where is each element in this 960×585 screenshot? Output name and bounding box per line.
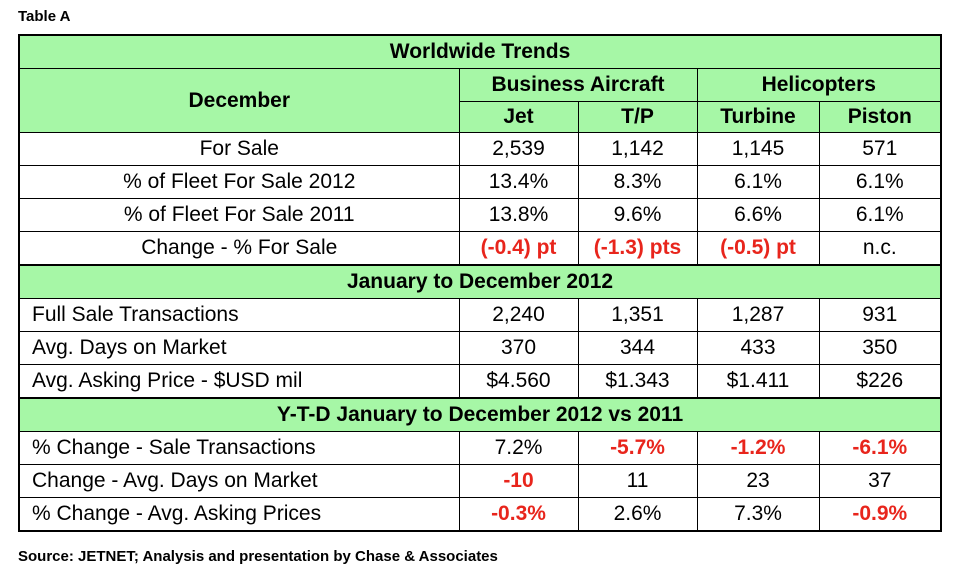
- cell-value: 13.4%: [458, 165, 579, 199]
- table-row: Avg. Days on Market 370 344 433 350: [18, 331, 942, 365]
- cell-value: $1.411: [696, 364, 820, 399]
- table-title: Worldwide Trends: [18, 34, 942, 69]
- cell-value: 571: [818, 132, 942, 166]
- row-label: Full Sale Transactions: [18, 298, 460, 332]
- cell-value-negative: -10: [458, 464, 579, 498]
- cell-value: $1.343: [577, 364, 698, 399]
- cell-value: 23: [696, 464, 820, 498]
- cell-value-negative: -0.3%: [458, 497, 579, 532]
- group-header-business-aircraft: Business Aircraft: [458, 68, 698, 102]
- source-note: Source: JETNET; Analysis and presentatio…: [18, 548, 498, 565]
- row-label: Change - Avg. Days on Market: [18, 464, 460, 498]
- cell-value: 37: [818, 464, 942, 498]
- row-label: Avg. Days on Market: [18, 331, 460, 365]
- section-title-2012: January to December 2012: [18, 264, 942, 299]
- cell-value: $4.560: [458, 364, 579, 399]
- cell-value: 2,539: [458, 132, 579, 166]
- row-label: Avg. Asking Price - $USD mil: [18, 364, 460, 399]
- table-row: % Change - Sale Transactions 7.2% -5.7% …: [18, 431, 942, 465]
- table-row: % of Fleet For Sale 2012 13.4% 8.3% 6.1%…: [18, 165, 942, 199]
- col-header-jet: Jet: [458, 101, 579, 133]
- cell-value-negative: -6.1%: [818, 431, 942, 465]
- cell-value: 6.1%: [818, 165, 942, 199]
- col-header-tp: T/P: [577, 101, 698, 133]
- cell-value-negative: (-1.3) pts: [577, 231, 698, 266]
- cell-value: 344: [577, 331, 698, 365]
- row-label: For Sale: [18, 132, 460, 166]
- cell-value-negative: (-0.4) pt: [458, 231, 579, 266]
- cell-value: 7.3%: [696, 497, 820, 532]
- cell-value: 1,145: [696, 132, 820, 166]
- row-label: Change - % For Sale: [18, 231, 460, 266]
- col-header-piston: Piston: [818, 101, 942, 133]
- cell-value: $226: [818, 364, 942, 399]
- table-row: % Change - Avg. Asking Prices -0.3% 2.6%…: [18, 497, 942, 532]
- cell-value: 1,142: [577, 132, 698, 166]
- col-header-turbine: Turbine: [696, 101, 820, 133]
- cell-value: 6.6%: [696, 198, 820, 232]
- cell-value-negative: -5.7%: [577, 431, 698, 465]
- cell-value: 2.6%: [577, 497, 698, 532]
- section-title-ytd: Y-T-D January to December 2012 vs 2011: [18, 397, 942, 432]
- cell-value: 8.3%: [577, 165, 698, 199]
- cell-value: 1,351: [577, 298, 698, 332]
- cell-value: 350: [818, 331, 942, 365]
- cell-value: 2,240: [458, 298, 579, 332]
- cell-value: 7.2%: [458, 431, 579, 465]
- cell-value-negative: (-0.5) pt: [696, 231, 820, 266]
- row-label: % of Fleet For Sale 2011: [18, 198, 460, 232]
- cell-value: 11: [577, 464, 698, 498]
- table-row: Change - % For Sale (-0.4) pt (-1.3) pts…: [18, 231, 942, 266]
- row-label: % of Fleet For Sale 2012: [18, 165, 460, 199]
- table-caption: Table A: [18, 8, 71, 25]
- row-label: % Change - Sale Transactions: [18, 431, 460, 465]
- cell-value: 1,287: [696, 298, 820, 332]
- row-label-header: December: [18, 68, 460, 133]
- cell-value: 6.1%: [696, 165, 820, 199]
- cell-value: 370: [458, 331, 579, 365]
- cell-value-negative: -0.9%: [818, 497, 942, 532]
- cell-value: n.c.: [818, 231, 942, 266]
- cell-value: 6.1%: [818, 198, 942, 232]
- worldwide-trends-table: Worldwide Trends December Business Aircr…: [18, 34, 943, 532]
- table-row: Change - Avg. Days on Market -10 11 23 3…: [18, 464, 942, 498]
- table-row: Avg. Asking Price - $USD mil $4.560 $1.3…: [18, 364, 942, 399]
- cell-value: 931: [818, 298, 942, 332]
- cell-value: 13.8%: [458, 198, 579, 232]
- table-row: Full Sale Transactions 2,240 1,351 1,287…: [18, 298, 942, 332]
- table-row: % of Fleet For Sale 2011 13.8% 9.6% 6.6%…: [18, 198, 942, 232]
- row-label: % Change - Avg. Asking Prices: [18, 497, 460, 532]
- table-row: For Sale 2,539 1,142 1,145 571: [18, 132, 942, 166]
- cell-value-negative: -1.2%: [696, 431, 820, 465]
- group-header-helicopters: Helicopters: [696, 68, 942, 102]
- cell-value: 9.6%: [577, 198, 698, 232]
- cell-value: 433: [696, 331, 820, 365]
